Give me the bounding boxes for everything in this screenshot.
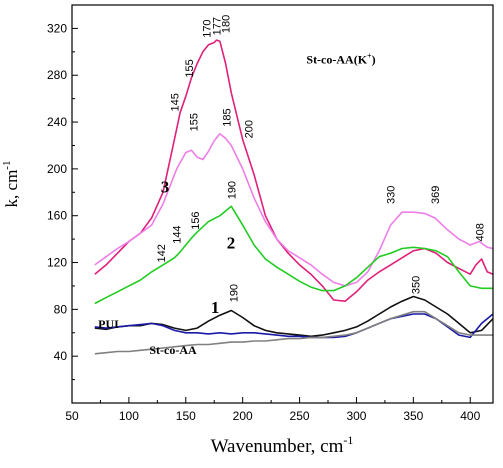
series-line-5 [94, 310, 493, 355]
y-tick-label: 200 [47, 162, 67, 176]
x-tick-label: 250 [290, 409, 310, 423]
series-line-0 [94, 39, 494, 302]
y-tick-label: 280 [47, 68, 67, 82]
y-tick-label: 40 [54, 349, 68, 363]
peak-label: 190 [229, 284, 241, 302]
y-axis-title-text: k, cm [2, 170, 21, 208]
peak-label: 185 [222, 108, 234, 126]
peak-label: 142 [156, 244, 168, 262]
x-tick-label: 150 [176, 409, 196, 423]
peak-label: 330 [386, 186, 398, 204]
y-tick-label: 80 [54, 302, 68, 316]
y-tick-label: 120 [47, 256, 67, 270]
curve-label-2: 2 [227, 233, 236, 252]
x-tick-label: 400 [460, 409, 480, 423]
x-tick-label: 100 [119, 409, 139, 423]
peak-label: 155 [189, 113, 201, 131]
plot-frame [71, 4, 494, 404]
x-tick-label: 200 [233, 409, 253, 423]
curve-label-4: PUI [98, 317, 119, 331]
x-tick-label: 350 [403, 409, 423, 423]
curve-label-0: St-co-AA(K+) [306, 52, 375, 67]
peak-label: 144 [172, 225, 184, 243]
y-axis-title: k, cm-1 [1, 161, 21, 208]
series-layer [94, 39, 494, 355]
x-tick-label: 300 [346, 409, 366, 423]
series-line-1 [94, 133, 494, 287]
series-line-3 [94, 295, 494, 338]
series-line-2 [94, 205, 493, 305]
x-axis-title-sup: -1 [343, 433, 353, 447]
peak-label: 155 [184, 59, 196, 77]
y-axis-title-sup: -1 [1, 161, 13, 170]
series-line-4 [94, 313, 494, 339]
y-tick-label: 240 [47, 115, 67, 129]
peak-label: 180 [221, 15, 233, 33]
peak-label: 350 [411, 276, 423, 294]
axes-layer: 50 100 150 200 250 300 350 400 40 80 120 160 200 240 2… [47, 4, 494, 423]
curve-label-5: St-co-AA [149, 343, 197, 357]
peak-label: 190 [226, 181, 238, 199]
curve-label-1: 3 [161, 177, 170, 196]
x-axis-title: Wavenumber, cm-1 [211, 433, 354, 457]
y-tick-label: 160 [47, 209, 67, 223]
x-tick-label: 50 [65, 409, 79, 423]
peak-label: 408 [474, 223, 486, 241]
peak-label: 200 [243, 120, 255, 138]
peak-label: 170 [201, 19, 213, 37]
y-tick-label: 320 [47, 21, 67, 35]
peak-label: 145 [169, 93, 181, 111]
curve-label-3: 1 [211, 298, 220, 317]
peak-label: 177 [212, 17, 224, 35]
x-axis-title-text: Wavenumber, cm [211, 436, 344, 457]
peak-label: 156 [190, 211, 202, 229]
peak-label: 369 [430, 186, 442, 204]
